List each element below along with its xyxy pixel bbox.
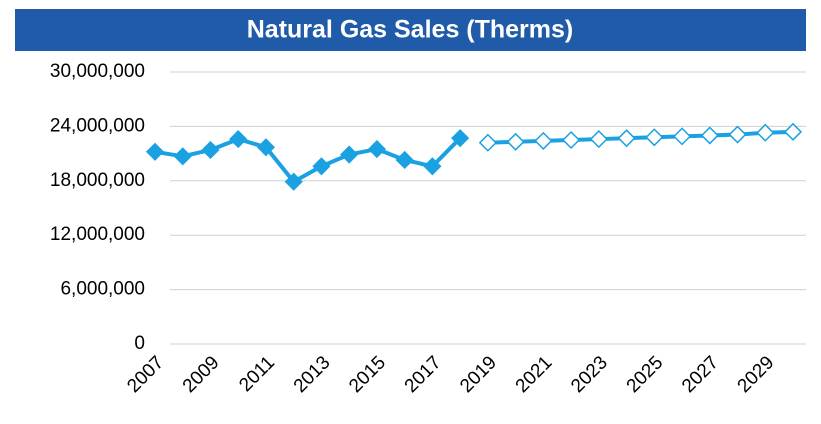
data-point <box>672 127 692 146</box>
data-point <box>617 129 636 148</box>
data-point <box>340 145 359 164</box>
data-point <box>256 138 276 157</box>
data-point <box>756 123 775 142</box>
x-tick-label: 2029 <box>734 352 779 397</box>
x-tick-label: 2023 <box>567 352 612 397</box>
data-point <box>506 132 525 151</box>
title-bar <box>15 9 806 51</box>
data-point <box>700 126 719 145</box>
x-tick-label: 2019 <box>456 352 501 397</box>
series-line <box>487 129 794 145</box>
data-point <box>145 142 165 161</box>
data-point <box>645 128 664 147</box>
data-point <box>728 125 747 144</box>
data-point <box>367 140 386 159</box>
x-tick-label: 2017 <box>401 352 446 397</box>
x-tick-label: 2027 <box>678 352 723 397</box>
data-point <box>173 147 192 166</box>
data-point <box>451 129 470 148</box>
x-tick-label: 2015 <box>345 352 390 397</box>
x-tick-label: 2021 <box>512 352 557 397</box>
y-tick-label: 18,000,000 <box>50 170 145 191</box>
data-point <box>534 131 553 150</box>
y-tick-label: 12,000,000 <box>50 224 145 245</box>
data-point <box>284 172 303 191</box>
chart-title: Natural Gas Sales (Therms) <box>247 16 574 44</box>
y-tick-label: 6,000,000 <box>60 279 145 300</box>
y-tick-label: 30,000,000 <box>50 61 145 82</box>
data-point <box>201 140 220 160</box>
x-tick-label: 2011 <box>235 352 279 396</box>
data-point <box>562 130 581 150</box>
x-tick-label: 2009 <box>179 352 224 397</box>
data-point <box>783 122 803 141</box>
data-point <box>395 150 414 170</box>
data-point <box>589 130 608 149</box>
data-point <box>229 130 248 149</box>
data-point <box>312 157 331 176</box>
data-point <box>478 133 497 152</box>
x-tick-label: 2013 <box>290 352 335 397</box>
x-tick-label: 2025 <box>623 352 668 397</box>
y-tick-label: 24,000,000 <box>50 115 145 136</box>
series-line <box>154 136 462 184</box>
x-tick-label: 2007 <box>123 352 168 397</box>
y-tick-label: 0 <box>134 333 145 354</box>
data-point <box>423 157 442 176</box>
